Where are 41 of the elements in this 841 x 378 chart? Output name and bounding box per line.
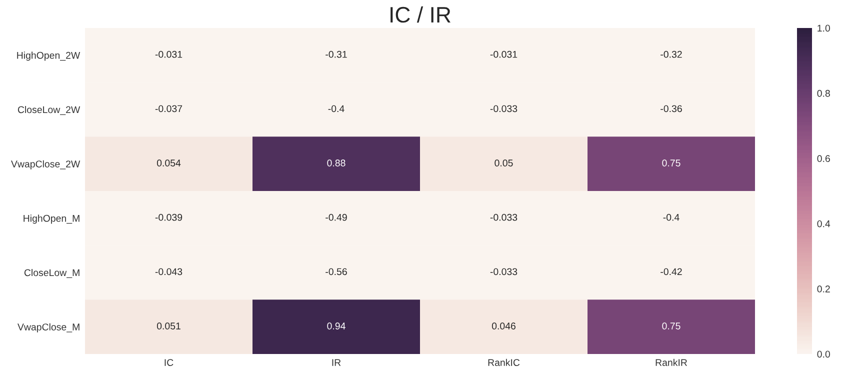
data-label: 0.054 [156,160,181,166]
y-tick-label: HighOpen_2W [17,52,80,61]
data-label: -0.031 [155,50,182,58]
y-tick-label: CloseLow_M [24,268,80,278]
data-label: 0.75 [662,160,680,166]
data-label: -0.36 [660,105,682,112]
data-label: -0.031 [490,50,518,58]
data-label: -0.033 [490,268,518,276]
data-label: -0.31 [326,50,347,58]
y-tick-label: CloseLow_2W [18,106,80,115]
chart-title: IC / IR [390,6,450,23]
color-bar-label: 0.0 [817,350,830,358]
data-label: 0.88 [327,160,346,166]
data-label: -0.4 [663,214,680,221]
data-label: 0.94 [327,322,346,330]
color-bar-label: 0.8 [817,90,830,97]
color-bar-label: 0.2 [817,286,830,292]
data-label: -0.49 [326,214,347,221]
data-label: -0.033 [490,214,518,221]
data-label: 0.75 [662,322,680,330]
data-label: -0.42 [660,268,682,276]
data-label: 0.05 [494,160,513,166]
y-tick-label: VwapClose_2W [11,160,80,170]
x-tick-label: RankIC [488,358,520,366]
data-label: -0.039 [155,214,182,221]
data-label: -0.32 [660,50,682,58]
color-bar-label: 0.6 [817,155,830,162]
x-tick-label: IR [332,359,341,366]
y-tick-label: VwapClose_M [18,323,80,332]
x-tick-label: RankIR [656,358,688,366]
x-tick-label: IC [164,359,174,366]
color-bar-label: 1.0 [818,24,830,32]
data-label: 0.046 [492,322,516,330]
data-label: -0.033 [490,105,518,112]
data-label: -0.56 [326,268,347,276]
data-label: -0.043 [155,268,182,276]
data-label: 0.051 [156,322,180,330]
y-tick-label: HighOpen_M [24,214,80,224]
data-label: -0.037 [155,105,182,112]
data-label: -0.4 [328,105,344,112]
color-bar-label: 0.4 [817,220,830,228]
